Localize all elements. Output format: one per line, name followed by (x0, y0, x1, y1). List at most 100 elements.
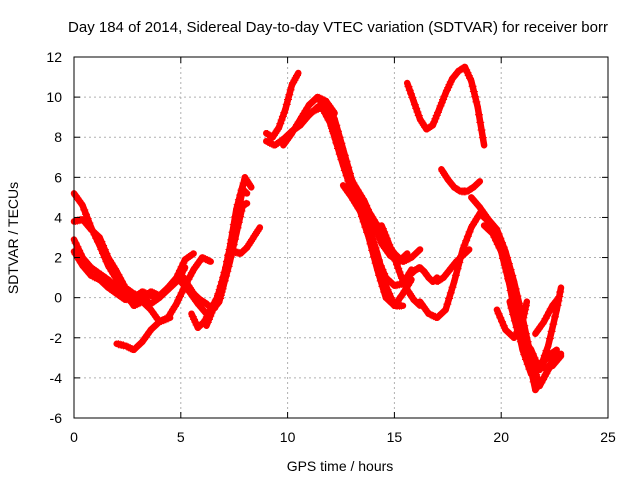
x-tick-label: 0 (70, 429, 78, 445)
y-tick-label: 2 (54, 250, 62, 266)
plus-marker (229, 227, 238, 236)
plus-marker (250, 231, 259, 240)
plus-marker (233, 207, 242, 216)
plus-marker (306, 99, 315, 108)
plus-marker (357, 202, 366, 211)
data-point (257, 224, 263, 231)
plus-marker (530, 353, 539, 362)
plus-marker (152, 320, 161, 329)
plus-marker (143, 302, 152, 311)
plus-marker (332, 138, 341, 147)
plus-marker (481, 223, 490, 232)
plus-marker (210, 302, 219, 311)
plus-marker (251, 229, 260, 238)
plus-marker (302, 113, 311, 122)
series-arc-17 (356, 198, 407, 310)
plus-marker (500, 261, 509, 270)
plus-marker (342, 171, 351, 180)
plus-marker (203, 318, 212, 327)
plus-marker (498, 317, 507, 326)
plus-marker (470, 197, 479, 206)
x-tick-label: 5 (177, 429, 185, 445)
plus-marker (492, 236, 501, 245)
data-point (248, 184, 254, 190)
data-point (558, 353, 564, 359)
y-tick-label: -4 (50, 370, 63, 386)
plus-marker (552, 296, 561, 305)
plus-marker (543, 311, 552, 320)
plus-marker (178, 279, 187, 288)
plus-marker (238, 184, 247, 193)
plus-marker (337, 155, 346, 164)
data-point (400, 303, 406, 309)
plus-marker (237, 190, 246, 199)
plus-marker (323, 110, 332, 119)
y-tick-label: 6 (54, 169, 62, 185)
series-arc-22 (438, 166, 484, 196)
plus-marker (472, 199, 481, 208)
data-point (182, 264, 188, 271)
plus-marker (242, 175, 251, 184)
plus-marker (487, 219, 496, 228)
plus-marker (463, 232, 472, 241)
plus-marker (231, 214, 240, 223)
plus-marker (195, 301, 204, 310)
plus-marker (407, 89, 416, 98)
plus-marker (226, 239, 235, 248)
plus-marker (197, 303, 206, 312)
plus-marker (432, 111, 441, 120)
plus-marker (380, 275, 389, 284)
plus-marker (122, 342, 131, 351)
plus-marker (160, 288, 169, 297)
plus-marker (141, 300, 150, 309)
plus-marker (81, 265, 90, 274)
data-series (70, 63, 565, 394)
plus-marker (80, 217, 89, 226)
plus-marker (438, 308, 447, 317)
plus-marker (434, 312, 443, 321)
plus-marker (92, 230, 101, 239)
plus-marker (504, 328, 513, 337)
plus-marker (412, 104, 421, 113)
chart-title: Day 184 of 2014, Sidereal Day-to-day VTE… (68, 19, 608, 36)
plus-marker (150, 322, 159, 331)
plus-marker (553, 355, 562, 364)
y-tick-label: 0 (54, 290, 62, 306)
plus-marker (335, 150, 344, 159)
plus-marker (265, 138, 274, 147)
plus-marker (460, 241, 469, 250)
plus-marker (498, 254, 507, 263)
plus-marker (521, 305, 530, 314)
plus-marker (366, 227, 375, 236)
x-tick-label: 25 (600, 429, 616, 445)
plus-marker (520, 309, 529, 318)
plus-marker (436, 310, 445, 319)
plus-marker (230, 220, 239, 229)
plus-marker (117, 277, 126, 286)
plus-marker (386, 293, 395, 302)
plus-marker (439, 169, 448, 178)
plus-marker (511, 330, 520, 339)
data-point (481, 142, 487, 148)
plus-marker (478, 133, 487, 142)
plus-marker (90, 273, 99, 282)
plus-marker (141, 289, 150, 298)
plus-marker (97, 277, 106, 286)
plus-marker (386, 243, 395, 252)
plot-frame (73, 56, 609, 419)
plus-marker (476, 118, 485, 127)
plus-marker (527, 369, 536, 378)
plus-marker (88, 272, 97, 281)
data-point (208, 258, 214, 265)
plus-marker (71, 239, 80, 248)
plus-marker (99, 241, 108, 250)
plus-marker (81, 219, 90, 228)
plus-marker (100, 245, 109, 254)
plus-marker (134, 340, 143, 349)
plus-marker (392, 260, 401, 269)
plus-marker (211, 298, 220, 307)
plus-marker (545, 308, 554, 317)
plus-marker (477, 126, 486, 135)
data-point (556, 295, 562, 301)
